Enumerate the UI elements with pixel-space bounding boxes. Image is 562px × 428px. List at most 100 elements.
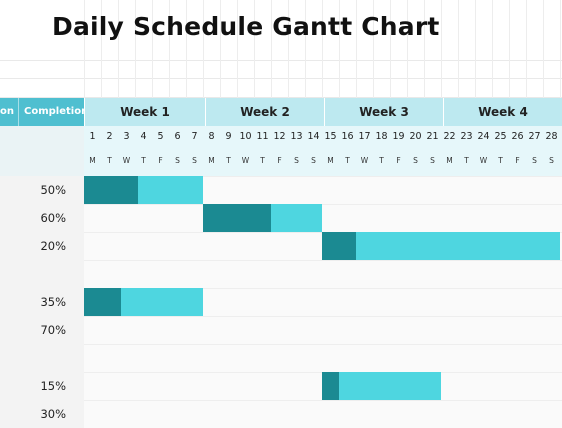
sheet-gridline bbox=[152, 0, 153, 98]
weekday-letter: S bbox=[175, 156, 180, 165]
sheet-gridline bbox=[169, 0, 170, 98]
gantt-bar[interactable] bbox=[322, 232, 560, 260]
sheet-gridline bbox=[135, 0, 136, 98]
week-header: Week 1 bbox=[84, 98, 205, 126]
day-number: 16 bbox=[341, 131, 354, 142]
day-number: 4 bbox=[140, 131, 147, 142]
day-number: 25 bbox=[494, 131, 507, 142]
day-number: 1 bbox=[89, 131, 96, 142]
weekday-letter: W bbox=[360, 156, 369, 165]
day-number: 6 bbox=[174, 131, 181, 142]
week-header: Week 3 bbox=[324, 98, 443, 126]
weekday-letter: T bbox=[260, 156, 265, 165]
weekday-letter: T bbox=[498, 156, 503, 165]
header-divider bbox=[18, 98, 19, 126]
day-number: 13 bbox=[290, 131, 303, 142]
weekday-letter: S bbox=[311, 156, 316, 165]
task-row bbox=[84, 316, 562, 344]
gantt-bar[interactable] bbox=[84, 288, 203, 316]
task-columns-header: on Completion bbox=[0, 98, 88, 126]
sheet-gridline bbox=[373, 0, 374, 98]
completion-value: 50% bbox=[40, 183, 66, 197]
day-number: 22 bbox=[443, 131, 456, 142]
sheet-gridline bbox=[0, 60, 562, 61]
weekday-letter: S bbox=[413, 156, 418, 165]
day-number: 10 bbox=[239, 131, 252, 142]
weekday-letter: W bbox=[122, 156, 131, 165]
task-row bbox=[84, 400, 562, 428]
sheet-gridline bbox=[475, 0, 476, 98]
gantt-bar[interactable] bbox=[203, 204, 322, 232]
day-number: 7 bbox=[191, 131, 198, 142]
completion-value: 20% bbox=[40, 239, 66, 253]
weekday-letter: T bbox=[107, 156, 112, 165]
day-number: 20 bbox=[409, 131, 422, 142]
sheet-gridline bbox=[560, 0, 561, 98]
sheet-gridline bbox=[356, 0, 357, 98]
weekday-letter: T bbox=[226, 156, 231, 165]
gantt-bar-completed bbox=[322, 372, 339, 400]
sheet-gridline bbox=[84, 0, 85, 98]
day-number: 14 bbox=[307, 131, 320, 142]
completion-value: 30% bbox=[40, 407, 66, 421]
week-header: Week 2 bbox=[205, 98, 324, 126]
completion-value: 70% bbox=[40, 323, 66, 337]
weekday-letter: S bbox=[294, 156, 299, 165]
day-number: 2 bbox=[106, 131, 113, 142]
day-number: 5 bbox=[157, 131, 164, 142]
week-header: Week 4 bbox=[443, 98, 562, 126]
completion-value: 60% bbox=[40, 211, 66, 225]
weekday-letter: M bbox=[208, 156, 215, 165]
day-number: 3 bbox=[123, 131, 130, 142]
day-number: 24 bbox=[477, 131, 490, 142]
weekday-letter: T bbox=[345, 156, 350, 165]
weekday-letter: M bbox=[446, 156, 453, 165]
day-number: 12 bbox=[273, 131, 286, 142]
sheet-gridline bbox=[441, 0, 442, 98]
day-number: 19 bbox=[392, 131, 405, 142]
sheet-gridline bbox=[186, 0, 187, 98]
day-number: 28 bbox=[545, 131, 558, 142]
weekday-letter: T bbox=[464, 156, 469, 165]
gantt-bar-completed bbox=[203, 204, 271, 232]
sheet-gridline bbox=[390, 0, 391, 98]
page-title: Daily Schedule Gantt Chart bbox=[52, 12, 440, 41]
weekday-letter: S bbox=[532, 156, 537, 165]
gantt-bar[interactable] bbox=[322, 372, 441, 400]
weekday-letter: M bbox=[89, 156, 96, 165]
sheet-gridline bbox=[254, 0, 255, 98]
task-row bbox=[84, 204, 562, 232]
sheet-gridline bbox=[203, 0, 204, 98]
day-number: 17 bbox=[358, 131, 371, 142]
sheet-gridline bbox=[220, 0, 221, 98]
completion-value bbox=[0, 344, 66, 372]
week-header-row: Week 1 Week 2 Week 3 Week 4 bbox=[84, 98, 562, 126]
gantt-bar-completed bbox=[322, 232, 356, 260]
task-row bbox=[84, 344, 562, 372]
weekday-letter: F bbox=[396, 156, 401, 165]
weekday-letter: F bbox=[158, 156, 163, 165]
completion-column-header: Completion bbox=[24, 106, 89, 117]
weekday-letter: S bbox=[549, 156, 554, 165]
weekday-letter: W bbox=[479, 156, 488, 165]
day-number: 21 bbox=[426, 131, 439, 142]
day-number: 23 bbox=[460, 131, 473, 142]
weekday-letter: M bbox=[327, 156, 334, 165]
day-number: 18 bbox=[375, 131, 388, 142]
sheet-gridline bbox=[0, 97, 562, 98]
sheet-gridline bbox=[492, 0, 493, 98]
sheet-gridline bbox=[305, 0, 306, 98]
sheet-gridline bbox=[424, 0, 425, 98]
weekday-letter: F bbox=[277, 156, 282, 165]
sheet-gridline bbox=[288, 0, 289, 98]
gantt-bar[interactable] bbox=[84, 176, 203, 204]
task-columns-body bbox=[0, 176, 84, 428]
task-row bbox=[84, 260, 562, 288]
day-number: 9 bbox=[225, 131, 232, 142]
partial-column-header: on bbox=[0, 106, 14, 117]
sheet-gridline bbox=[339, 0, 340, 98]
gantt-bar-completed bbox=[84, 176, 138, 204]
day-number: 8 bbox=[208, 131, 215, 142]
weekday-letter: T bbox=[379, 156, 384, 165]
